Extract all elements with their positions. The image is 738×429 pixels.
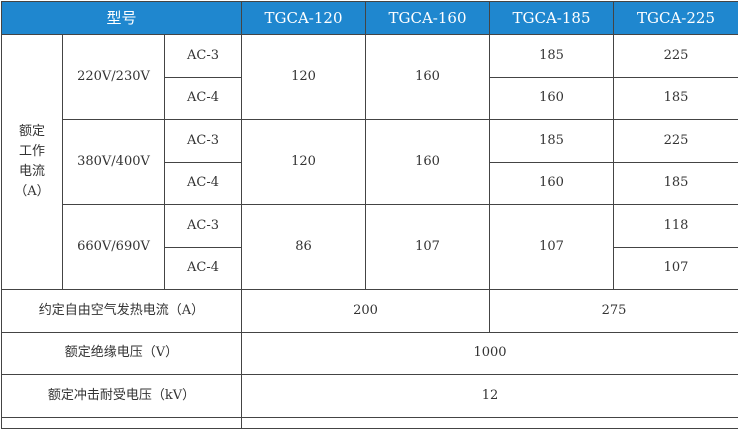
category-cell: AC-4 [165, 77, 241, 119]
value-cell: 185 [490, 35, 613, 77]
header-tgca-185: TGCA-185 [490, 2, 613, 34]
thermal-current-value: 200 [242, 290, 489, 332]
thermal-current-label: 约定自由空气发热电流（A） [2, 290, 241, 332]
header-tgca-160: TGCA-160 [366, 2, 489, 34]
value-cell: 160 [366, 120, 489, 204]
impulse-voltage-label: 额定冲击耐受电压（kV） [2, 375, 241, 417]
value-cell: 107 [366, 205, 489, 289]
voltage-cell: 660V/690V [63, 205, 164, 289]
next-row-value [242, 417, 738, 428]
value-cell: 118 [614, 205, 738, 247]
value-cell: 185 [614, 77, 738, 119]
category-cell: AC-4 [165, 162, 241, 204]
label-line: 电流 [18, 164, 45, 179]
value-cell: 120 [242, 120, 365, 204]
category-cell: AC-3 [165, 120, 241, 162]
value-cell: 160 [490, 77, 613, 119]
value-cell: 86 [242, 205, 365, 289]
rated-current-label: 额定 工作 电流 （A） [2, 35, 62, 289]
label-line: （A） [14, 184, 50, 199]
value-cell: 185 [490, 120, 613, 162]
value-cell: 107 [490, 205, 613, 289]
value-cell: 160 [366, 35, 489, 119]
label-line: 工作 [18, 144, 45, 159]
category-cell: AC-4 [165, 247, 241, 289]
category-cell: AC-3 [165, 35, 241, 77]
header-model: 型号 [2, 2, 241, 34]
voltage-cell: 220V/230V [63, 35, 164, 119]
voltage-cell: 380V/400V [63, 120, 164, 204]
category-cell: AC-3 [165, 205, 241, 247]
insulation-voltage-label: 额定绝缘电压（V） [2, 332, 241, 374]
header-tgca-120: TGCA-120 [242, 2, 365, 34]
value-cell: 185 [614, 162, 738, 204]
value-cell: 107 [614, 247, 738, 289]
insulation-voltage-value: 1000 [242, 332, 738, 374]
label-line: 额定 [18, 124, 45, 139]
impulse-voltage-value: 12 [242, 375, 738, 417]
value-cell: 160 [490, 162, 613, 204]
thermal-current-value: 275 [490, 290, 738, 332]
value-cell: 120 [242, 35, 365, 119]
next-row-label [2, 417, 241, 428]
value-cell: 225 [614, 120, 738, 162]
value-cell: 225 [614, 35, 738, 77]
header-tgca-225: TGCA-225 [614, 2, 738, 34]
